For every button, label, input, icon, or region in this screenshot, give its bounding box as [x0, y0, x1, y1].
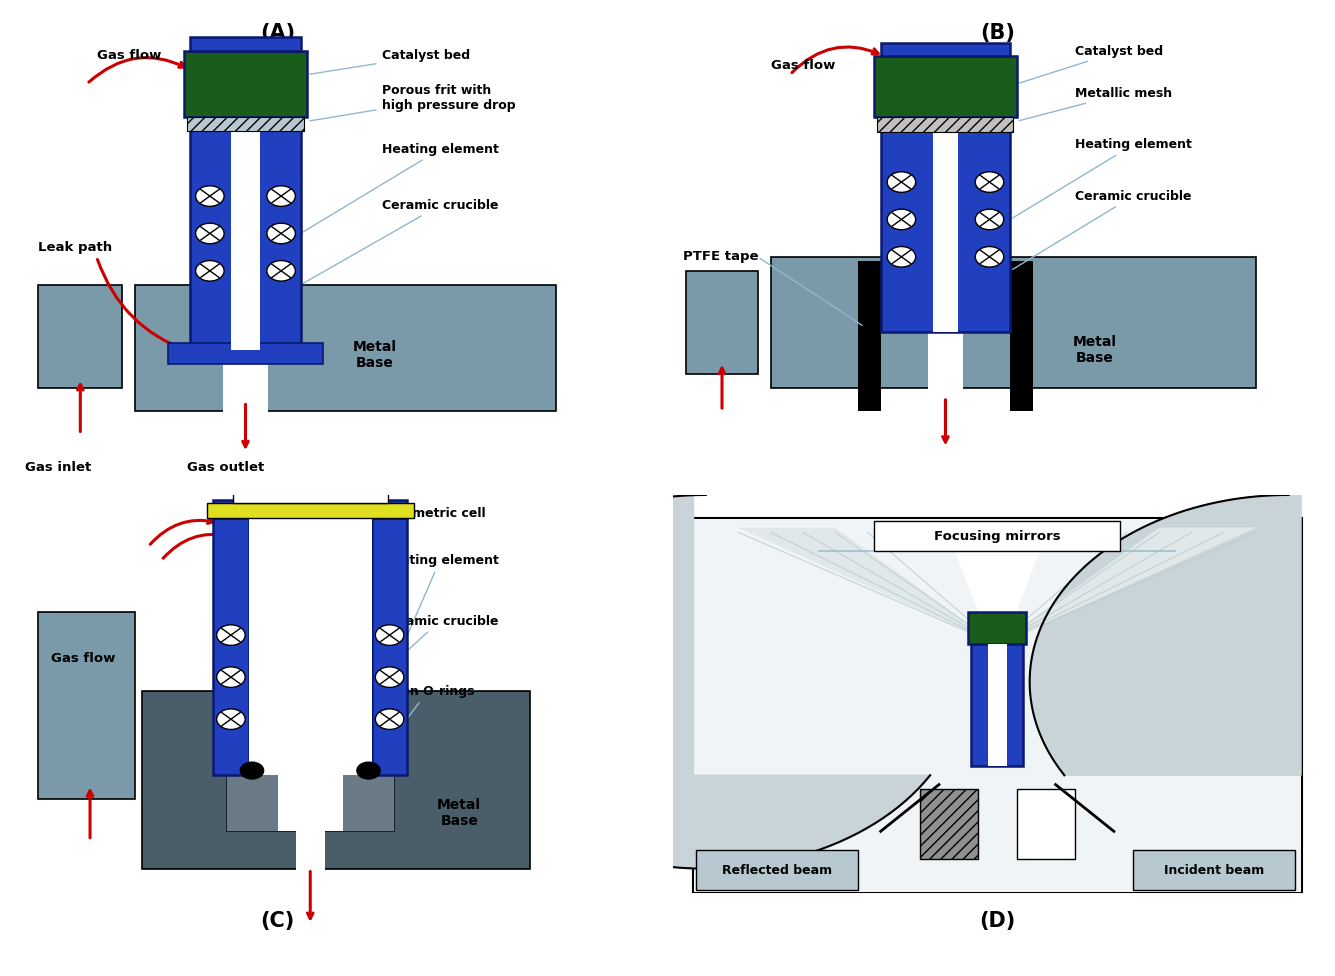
Text: (C): (C): [260, 911, 295, 931]
Circle shape: [356, 762, 380, 779]
Bar: [191, 117, 300, 350]
Circle shape: [196, 261, 224, 281]
Bar: [968, 612, 1027, 644]
Bar: [1133, 850, 1295, 890]
Bar: [214, 518, 248, 775]
Bar: [770, 257, 1256, 387]
Circle shape: [267, 261, 295, 281]
Circle shape: [976, 172, 1004, 192]
Bar: [972, 644, 1023, 766]
Text: Symmetric cell: Symmetric cell: [382, 508, 485, 520]
Text: Metallic mesh: Metallic mesh: [1020, 87, 1172, 121]
Polygon shape: [738, 528, 997, 644]
Text: Ceramic crucible: Ceramic crucible: [303, 199, 498, 283]
Bar: [191, 37, 300, 52]
Circle shape: [375, 667, 405, 687]
Polygon shape: [997, 528, 1256, 644]
Text: Gas flow: Gas flow: [96, 50, 162, 62]
Bar: [696, 850, 858, 890]
Bar: [295, 775, 324, 939]
Bar: [693, 519, 1302, 891]
Bar: [693, 518, 1302, 892]
Circle shape: [196, 185, 224, 206]
Text: Focusing mirrors: Focusing mirrors: [934, 530, 1060, 543]
Bar: [881, 43, 1011, 56]
Text: (D): (D): [979, 911, 1016, 931]
Circle shape: [216, 709, 246, 729]
Text: Reflected beam: Reflected beam: [722, 864, 832, 876]
Bar: [214, 500, 407, 518]
Text: Metal
Base: Metal Base: [438, 797, 481, 828]
Bar: [874, 520, 1120, 551]
Bar: [858, 262, 881, 411]
Bar: [207, 504, 414, 518]
Bar: [278, 761, 343, 832]
Bar: [933, 117, 959, 332]
Bar: [874, 56, 1017, 117]
Circle shape: [976, 209, 1004, 229]
Bar: [187, 117, 304, 131]
Text: (B): (B): [980, 23, 1015, 43]
Bar: [371, 518, 407, 775]
Bar: [686, 270, 758, 374]
Text: Metal
Base: Metal Base: [352, 340, 396, 370]
Text: Gas outlet: Gas outlet: [187, 461, 264, 473]
Bar: [226, 748, 394, 832]
Text: Heating element: Heating element: [382, 553, 498, 632]
Circle shape: [267, 224, 295, 244]
Polygon shape: [945, 528, 1049, 644]
Bar: [231, 117, 260, 350]
Text: Catalyst bed: Catalyst bed: [1020, 45, 1163, 83]
Text: Ceramic crucible: Ceramic crucible: [380, 615, 498, 675]
Bar: [232, 490, 388, 504]
Bar: [223, 270, 268, 458]
Text: Heating element: Heating element: [303, 142, 498, 232]
Circle shape: [216, 667, 246, 687]
Circle shape: [888, 209, 916, 229]
Text: Leak path: Leak path: [39, 241, 112, 254]
Bar: [877, 117, 1013, 132]
Bar: [168, 344, 323, 364]
Text: Catalyst bed: Catalyst bed: [310, 50, 470, 74]
Text: (A): (A): [260, 23, 295, 43]
Circle shape: [375, 709, 405, 729]
Bar: [988, 644, 1007, 766]
Text: PTFE tape: PTFE tape: [684, 250, 758, 264]
Text: Ceramic crucible: Ceramic crucible: [1013, 189, 1192, 269]
Text: Viton O-rings: Viton O-rings: [374, 684, 474, 763]
Circle shape: [196, 224, 224, 244]
Circle shape: [240, 762, 263, 779]
Circle shape: [216, 625, 246, 645]
Bar: [142, 691, 530, 869]
Bar: [39, 285, 123, 387]
Bar: [881, 117, 1011, 332]
Polygon shape: [1029, 495, 1302, 775]
Text: Gas flow: Gas flow: [770, 59, 834, 72]
Bar: [928, 270, 964, 458]
Polygon shape: [447, 495, 930, 869]
Bar: [920, 790, 977, 859]
Text: Gas flow: Gas flow: [51, 652, 116, 665]
Bar: [39, 612, 135, 798]
Bar: [248, 518, 371, 775]
Bar: [1017, 790, 1075, 859]
Circle shape: [976, 247, 1004, 267]
Circle shape: [888, 172, 916, 192]
Text: Gas inlet: Gas inlet: [24, 461, 91, 473]
Bar: [1011, 262, 1033, 411]
Text: Metal
Base: Metal Base: [1072, 335, 1116, 365]
Bar: [135, 285, 557, 411]
Circle shape: [375, 625, 405, 645]
Bar: [184, 52, 307, 117]
Text: Incident beam: Incident beam: [1164, 864, 1264, 876]
Circle shape: [267, 185, 295, 206]
Text: Heating element: Heating element: [1012, 139, 1192, 218]
Circle shape: [888, 247, 916, 267]
Text: Porous frit with
high pressure drop: Porous frit with high pressure drop: [310, 84, 515, 121]
